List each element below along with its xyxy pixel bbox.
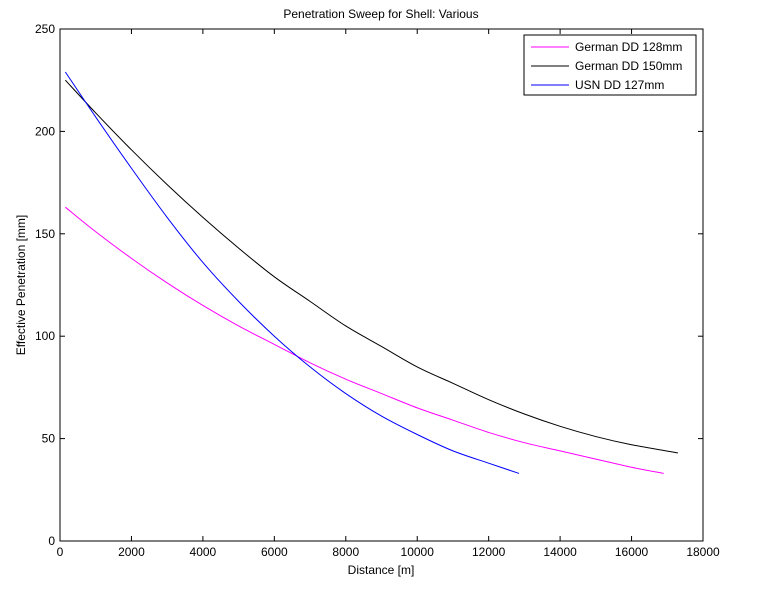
x-tick-label: 16000 (615, 545, 649, 559)
y-axis: 0 50 100 150 200 250 (35, 22, 703, 548)
plot-area (59, 28, 704, 542)
y-tick-label: 0 (48, 534, 55, 548)
y-tick-label: 150 (35, 227, 55, 241)
x-tick-label: 4000 (190, 545, 217, 559)
legend: German DD 128mm German DD 150mm USN DD 127… (523, 34, 697, 96)
x-tick-label: 14000 (543, 545, 577, 559)
series-line-2 (64, 71, 520, 474)
x-tick-label: 8000 (332, 545, 359, 559)
series-lines (64, 71, 679, 474)
y-tick-label: 200 (35, 124, 55, 138)
y-tick-label: 250 (35, 22, 55, 36)
x-tick-label: 6000 (261, 545, 288, 559)
x-tick-label: 2000 (118, 545, 145, 559)
y-tick-label: 50 (42, 432, 56, 446)
x-tick-label: 12000 (472, 545, 506, 559)
x-tick-label: 0 (57, 545, 64, 559)
y-axis-label: Effective Penetration [mm] (14, 215, 28, 356)
chart-title: Penetration Sweep for Shell: Various (283, 7, 478, 21)
y-tick-label: 100 (35, 329, 55, 343)
series-line-0 (65, 206, 664, 474)
series-line-1 (64, 79, 679, 454)
x-axis: 0 2000 4000 6000 8000 10000 12000 14000 16000 180… (57, 29, 720, 559)
legend-label-2: USN DD 127mm (575, 78, 664, 92)
legend-label-0: German DD 128mm (575, 40, 682, 54)
legend-label-1: German DD 150mm (575, 59, 682, 73)
x-tick-label: 18000 (686, 545, 720, 559)
x-tick-label: 10000 (401, 545, 435, 559)
x-axis-label: Distance [m] (348, 563, 415, 577)
